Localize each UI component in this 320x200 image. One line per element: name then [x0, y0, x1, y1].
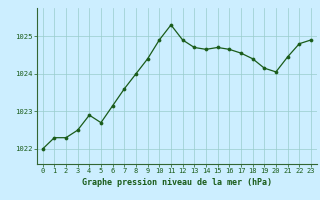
- X-axis label: Graphe pression niveau de la mer (hPa): Graphe pression niveau de la mer (hPa): [82, 178, 272, 187]
